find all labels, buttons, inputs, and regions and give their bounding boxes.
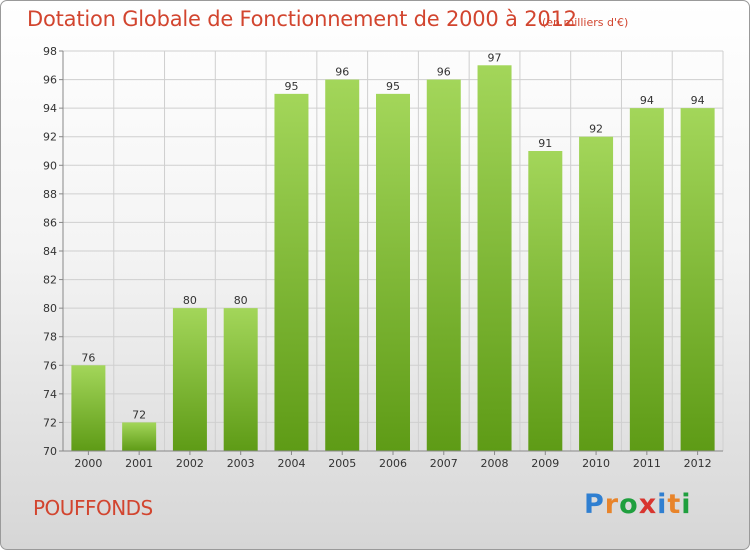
bar-2003	[223, 308, 258, 451]
x-tick-label: 2002	[176, 457, 204, 470]
bar-2002	[172, 308, 207, 451]
y-tick-label: 72	[43, 416, 57, 429]
data-label: 96	[335, 66, 349, 79]
x-tick-label: 2009	[531, 457, 559, 470]
y-tick-label: 74	[43, 388, 57, 401]
x-tick-label: 2006	[379, 457, 407, 470]
data-label: 94	[640, 94, 654, 107]
chart-title: Dotation Globale de Fonctionnement de 20…	[27, 7, 577, 31]
x-tick-label: 2000	[74, 457, 102, 470]
data-label: 95	[284, 80, 298, 93]
y-tick-label: 96	[43, 74, 57, 87]
bars: 76 72 80 80 95 96 95 96 97 91 92 94 94	[71, 51, 715, 452]
y-tick-label: 70	[43, 445, 57, 458]
y-tick-label: 76	[43, 359, 57, 372]
bar-2000	[71, 365, 106, 451]
data-label: 80	[183, 294, 197, 307]
logo-letter: i	[681, 489, 692, 520]
x-tick-label: 2011	[633, 457, 661, 470]
data-label: 91	[538, 137, 552, 150]
bar-2006	[376, 93, 410, 451]
x-tick-label: 2008	[481, 457, 509, 470]
logo-letter: o	[619, 489, 639, 520]
logo-letter: i	[657, 489, 668, 520]
x-tick-label: 2004	[277, 457, 305, 470]
logo-letter: x	[638, 489, 658, 520]
bar-2011	[629, 108, 664, 452]
x-tick-label: 2005	[328, 457, 356, 470]
y-tick-label: 86	[43, 216, 57, 229]
bar-2001	[122, 422, 157, 451]
bar-2007	[426, 79, 461, 452]
logo-letter: t	[667, 489, 682, 520]
y-tick-label: 92	[43, 131, 57, 144]
axes: 70 72 74 76 78 80 82 84 86 88 90 92 94 96 98 2000 2001 20…	[43, 45, 723, 470]
bar-2008	[477, 65, 512, 452]
x-tick-label: 2003	[227, 457, 255, 470]
y-tick-label: 94	[43, 102, 57, 115]
y-tick-label: 80	[43, 302, 57, 315]
chart-unit-note: (en milliers d'€)	[542, 16, 629, 29]
bar-2009	[528, 151, 563, 451]
bar-2004	[274, 93, 309, 451]
x-tick-label: 2012	[684, 457, 712, 470]
data-label: 95	[386, 80, 400, 93]
y-tick-label: 88	[43, 188, 57, 201]
y-tick-label: 98	[43, 45, 57, 58]
data-label: 94	[691, 94, 705, 107]
proxiti-logo[interactable]: Proxiti	[584, 489, 692, 520]
place-name: POUFFONDS	[33, 496, 153, 520]
x-tick-label: 2010	[582, 457, 610, 470]
bar-2005	[325, 79, 360, 452]
bar-2010	[579, 136, 614, 451]
data-label: 72	[132, 408, 146, 421]
data-label: 96	[437, 66, 451, 79]
y-tick-label: 84	[43, 245, 57, 258]
data-label: 80	[234, 294, 248, 307]
y-tick-label: 90	[43, 159, 57, 172]
x-tick-label: 2001	[125, 457, 153, 470]
logo-letter: r	[604, 489, 620, 520]
y-tick-label: 82	[43, 274, 57, 287]
bar-2012	[680, 108, 715, 452]
y-tick-label: 78	[43, 331, 57, 344]
data-label: 97	[488, 51, 502, 64]
logo-letter: P	[584, 489, 605, 520]
x-tick-label: 2007	[430, 457, 458, 470]
data-label: 92	[589, 123, 603, 136]
data-label: 76	[81, 351, 95, 364]
